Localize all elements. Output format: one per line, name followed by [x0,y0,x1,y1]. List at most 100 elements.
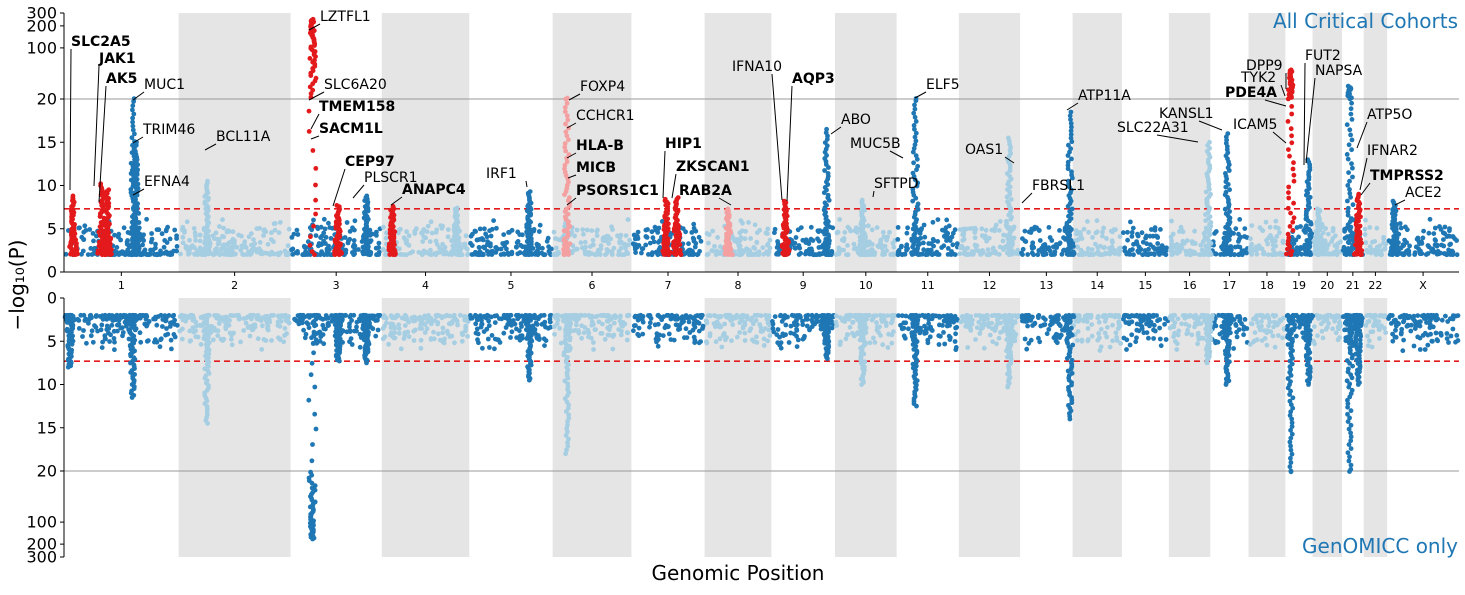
data-point [528,189,533,194]
data-point [855,230,860,235]
data-point [884,321,889,326]
data-point [1174,347,1179,352]
data-point [1198,243,1203,248]
data-point [1033,321,1038,326]
data-point [1234,330,1239,335]
data-point [1118,234,1123,239]
data-point [1053,336,1058,341]
data-point [120,333,125,338]
data-point [581,232,586,237]
data-point [574,319,579,324]
data-point [773,227,778,232]
data-point [960,238,965,243]
data-point [234,245,239,250]
data-point [965,313,970,318]
data-point [311,224,316,229]
data-point [582,325,587,330]
data-point [422,249,427,254]
data-point [754,334,759,339]
data-point [1192,229,1197,234]
data-point [460,339,465,344]
data-point [1370,315,1375,320]
data-point [1151,336,1156,341]
data-point [1110,338,1115,343]
data-point [1377,327,1382,332]
data-point [644,228,649,233]
data-point [88,313,93,318]
data-point [518,338,523,343]
data-point [891,329,896,334]
data-point [1447,228,1452,233]
data-point [290,235,295,240]
data-point [905,225,910,230]
data-point [230,342,235,347]
data-point [321,231,326,236]
data-point [198,233,203,238]
data-point [1376,319,1381,324]
data-point [606,333,611,338]
data-point [181,240,186,245]
data-point [925,249,930,254]
data-point [793,246,798,251]
data-point [1054,245,1059,250]
data-point [1172,331,1177,336]
data-point [1363,227,1368,232]
data-point [942,234,947,239]
data-point [1020,315,1025,320]
data-point [998,330,1003,335]
data-point [224,324,229,329]
data-point [796,227,801,232]
data-point [889,341,894,346]
data-point [432,336,437,341]
data-point [295,251,300,256]
data-point [302,244,307,249]
data-point [325,249,330,254]
data-point [997,336,1002,341]
data-point [619,329,624,334]
data-point [973,337,978,342]
data-point [477,245,482,250]
data-point [740,248,745,253]
data-point [1389,321,1394,326]
data-point [446,227,451,232]
data-point [918,231,923,236]
data-point [358,345,363,350]
data-point [650,250,655,255]
data-point [141,238,146,243]
data-point [743,338,748,343]
data-point [1183,322,1188,327]
data-point [770,319,775,324]
data-point [1157,317,1162,322]
data-point [446,331,451,336]
data-point [535,249,540,254]
data-point [516,313,521,318]
data-point [746,220,751,225]
data-point [91,340,96,345]
data-point [227,241,232,246]
data-point [747,250,752,255]
data-point [276,314,281,319]
data-point [1189,332,1194,337]
data-point [805,324,810,329]
data-point [601,238,606,243]
data-point [479,322,484,327]
data-point [1412,252,1417,257]
data-point [1087,252,1092,257]
data-point [1323,314,1328,319]
data-point [1095,315,1100,320]
data-point [1118,341,1123,346]
data-point [493,320,498,325]
data-point [1417,241,1422,246]
data-point [318,252,323,257]
data-point [118,313,123,318]
data-point [403,237,408,242]
data-point [1001,239,1006,244]
data-point [474,252,479,257]
data-point [317,331,322,336]
data-point [891,252,896,257]
data-point [667,332,672,337]
data-point [1169,242,1174,247]
data-point [765,339,770,344]
data-point [677,324,682,329]
data-point [1271,325,1276,330]
